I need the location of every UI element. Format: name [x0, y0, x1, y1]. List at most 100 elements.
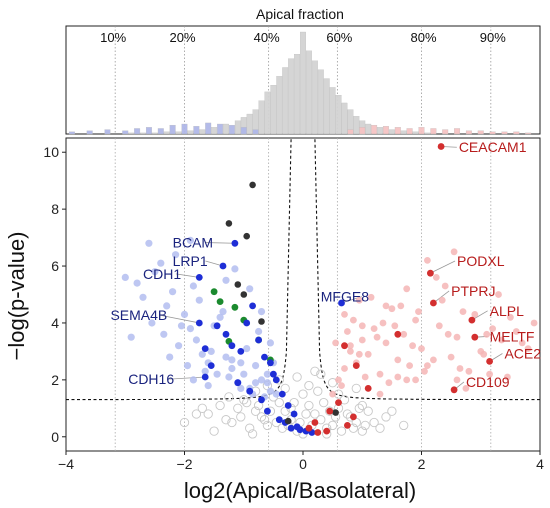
point-dark-grey: [249, 181, 256, 189]
point-pink: [379, 319, 387, 327]
point-red: [335, 399, 342, 406]
point-red: [468, 316, 476, 324]
x-tick-label: 2: [418, 456, 426, 472]
point-light-blue: [160, 330, 168, 338]
histogram-bar-grey: [400, 130, 407, 135]
point-light-blue: [157, 259, 165, 267]
histogram-bar-blue: [240, 127, 247, 135]
point-pink: [367, 293, 375, 301]
histogram-bar-grey: [305, 50, 312, 135]
point-blue: [207, 362, 215, 369]
histogram-bar-pink: [430, 128, 437, 135]
point-grey: [304, 400, 314, 411]
point-grey: [209, 426, 219, 436]
point-light-blue: [216, 313, 224, 321]
histogram-bar-pink: [477, 130, 484, 135]
histogram-bar-pink: [382, 126, 389, 135]
point-red: [486, 358, 493, 365]
point-pink: [376, 370, 384, 378]
point-light-blue: [133, 279, 141, 287]
point-pink: [394, 373, 402, 381]
point-grey: [191, 409, 202, 419]
point-blue: [243, 319, 251, 327]
point-red: [305, 424, 313, 432]
x-tick-label: 4: [536, 456, 544, 472]
point-grey: [298, 389, 308, 399]
point-red: [471, 333, 479, 341]
point-blue: [237, 348, 245, 355]
point-pink: [355, 350, 363, 358]
gene-labels: CEACAM1 PODXL PTPRJ ALPL MELTF ACE2 CD109 MFGE8…: [110, 139, 541, 390]
point-pink: [518, 339, 526, 347]
point-blue: [264, 407, 271, 415]
point-light-blue: [272, 390, 280, 398]
point-light-blue: [175, 342, 183, 350]
histogram-bar-grey: [335, 95, 342, 135]
y-tick-label: 10: [43, 144, 59, 160]
point-blue: [246, 387, 254, 395]
histogram-bar-grey: [151, 132, 158, 135]
point-light-blue: [121, 273, 129, 281]
point-grey: [274, 397, 284, 408]
histogram-bar-grey: [258, 100, 265, 135]
histogram-bar-grey: [246, 113, 253, 135]
point-blue: [296, 426, 304, 434]
point-pink: [373, 333, 381, 341]
point-pink: [441, 282, 449, 290]
gene-label: MFGE8: [321, 289, 369, 305]
histogram-bar-blue: [157, 128, 164, 135]
point-red: [341, 342, 348, 350]
gene-label: LRP1: [173, 253, 208, 269]
histogram-bar-pink: [371, 124, 378, 135]
percent-label: 20%: [169, 30, 195, 45]
point-pink: [512, 328, 520, 335]
histogram-bar-pink: [359, 127, 366, 135]
point-light-blue: [186, 236, 194, 244]
y-tick-label: 2: [51, 372, 59, 388]
point-grey: [381, 412, 391, 422]
point-light-blue: [255, 327, 263, 336]
point-red: [430, 299, 437, 307]
point-light-blue: [180, 310, 189, 318]
gene-label: SEMA4B: [110, 307, 167, 323]
point-grey: [292, 372, 302, 382]
point-blue: [219, 262, 227, 270]
point-grey: [351, 383, 361, 394]
point-blue: [228, 342, 236, 350]
point-pink: [483, 330, 491, 338]
point-light-blue: [183, 362, 192, 370]
point-light-blue: [228, 356, 236, 364]
point-pink: [388, 305, 396, 313]
point-pink: [394, 356, 402, 364]
histogram-bar-grey: [128, 132, 135, 135]
histogram-bar-blue: [205, 122, 212, 135]
point-blue: [255, 336, 262, 344]
point-red: [326, 407, 334, 415]
point-pink: [341, 311, 348, 318]
histogram-bar-pink: [454, 128, 461, 135]
point-blue: [213, 322, 221, 330]
point-light-blue: [204, 382, 212, 390]
point-grey: [227, 417, 237, 428]
histogram-bars: [68, 31, 532, 135]
point-light-blue: [163, 302, 171, 310]
histogram-bar-grey: [365, 123, 372, 135]
histogram-bar-grey: [211, 127, 218, 135]
histogram-bar-grey: [412, 131, 419, 135]
point-red: [344, 422, 351, 429]
point-pink: [403, 285, 411, 293]
point-pink: [456, 365, 464, 372]
point-pink: [507, 313, 514, 321]
gene-label: MELTF: [490, 328, 535, 344]
histogram-bar-pink: [501, 131, 508, 135]
leader-line: [430, 260, 456, 274]
point-grey: [256, 412, 267, 422]
point-dark-grey: [332, 409, 339, 416]
histogram-bar-blue: [86, 130, 93, 135]
point-light-blue: [252, 379, 260, 387]
point-green: [216, 298, 224, 305]
point-grey: [316, 369, 326, 379]
point-light-blue: [186, 325, 194, 333]
point-pink: [412, 316, 419, 324]
point-pink: [415, 308, 422, 315]
